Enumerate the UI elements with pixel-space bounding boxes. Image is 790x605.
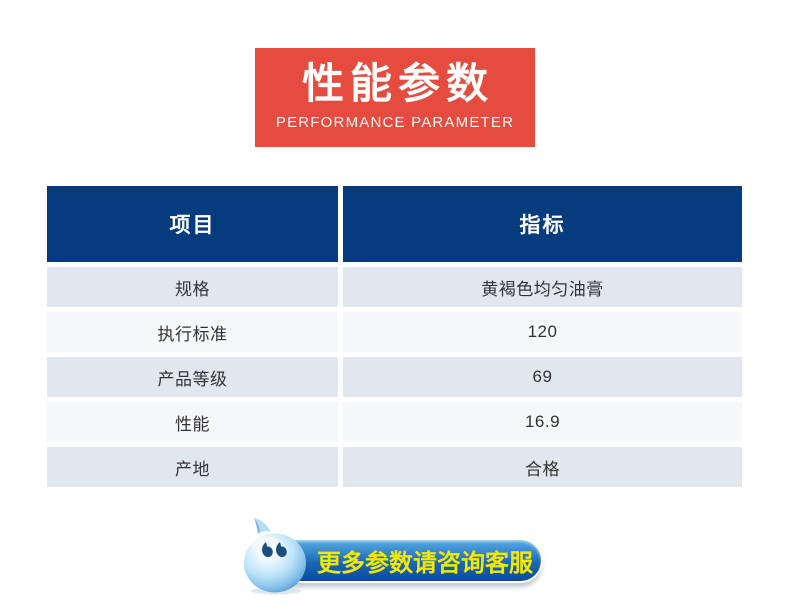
header-cell-indicator: 指标: [343, 186, 742, 262]
section-title: 性能参数: [301, 60, 494, 107]
row-value: 黄褐色均匀油膏: [343, 267, 742, 307]
header-cell-item: 项目: [47, 186, 338, 262]
section-subtitle: PERFORMANCE PARAMETER: [275, 114, 515, 132]
row-value: 69: [343, 357, 742, 397]
row-label: 规格: [47, 267, 338, 307]
table-row: 规格 黄褐色均匀油膏: [47, 267, 742, 307]
table-row: 性能 16.9: [47, 402, 742, 442]
consult-service-button[interactable]: 更多参数请咨询客服: [249, 538, 543, 583]
section-banner: 性能参数 PERFORMANCE PARAMETER: [255, 48, 535, 147]
spec-table: 项目 指标 规格 黄褐色均匀油膏 执行标准 120 产品等级 69 性能 16.…: [47, 186, 742, 487]
row-value: 120: [343, 312, 742, 352]
table-row: 执行标准 120: [47, 312, 742, 352]
row-label: 性能: [47, 402, 338, 442]
row-value: 16.9: [343, 402, 742, 442]
spec-table-header: 项目 指标: [47, 186, 742, 262]
row-label: 执行标准: [47, 312, 338, 352]
row-label: 产品等级: [47, 357, 338, 397]
spec-table-body: 规格 黄褐色均匀油膏 执行标准 120 产品等级 69 性能 16.9 产地 合…: [47, 267, 742, 487]
table-row: 产品等级 69: [47, 357, 742, 397]
consult-service-label: 更多参数请咨询客服: [317, 550, 533, 577]
row-label: 产地: [47, 447, 338, 487]
table-row: 产地 合格: [47, 447, 742, 487]
row-value: 合格: [343, 447, 742, 487]
